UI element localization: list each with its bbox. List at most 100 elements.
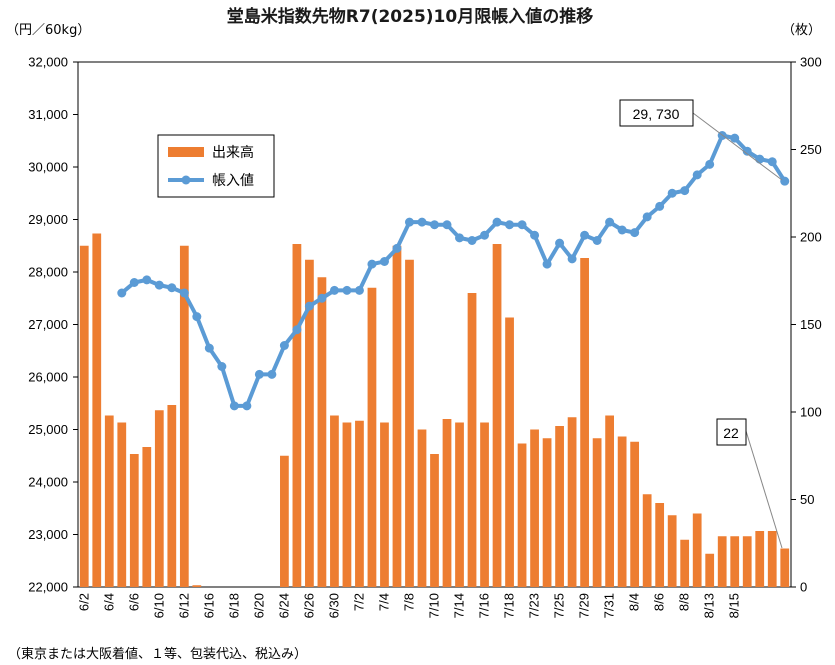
callout-last-volume-box xyxy=(716,418,747,446)
left-tick-label: 23,000 xyxy=(28,527,68,542)
legend-line-marker xyxy=(181,175,191,185)
x-tick-label: 7/4 xyxy=(376,593,391,611)
price-point xyxy=(430,220,439,230)
callout-last-volume: 22 xyxy=(716,418,783,549)
x-tick-label: 7/29 xyxy=(577,593,592,618)
price-point xyxy=(379,257,389,266)
volume-bar xyxy=(780,548,790,587)
price-point xyxy=(580,230,590,240)
price-point xyxy=(742,146,752,156)
volume-bar xyxy=(705,553,715,587)
x-tick-label: 6/24 xyxy=(276,593,291,618)
volume-bar xyxy=(555,426,564,587)
price-point xyxy=(730,133,740,143)
volume-bar xyxy=(167,405,177,587)
right-tick-label: 150 xyxy=(800,317,822,332)
x-tick-label: 6/12 xyxy=(176,593,191,618)
right-tick-label: 100 xyxy=(800,405,822,420)
left-tick-label: 28,000 xyxy=(28,265,68,280)
price-point xyxy=(279,341,289,350)
x-tick-label: 7/16 xyxy=(477,593,492,618)
volume-bar xyxy=(542,438,552,587)
right-tick-label: 250 xyxy=(800,142,822,157)
callout-last-price-box xyxy=(619,99,694,127)
volume-bar xyxy=(380,422,389,587)
right-axis-unit: （枚） xyxy=(782,23,821,38)
price-point xyxy=(204,343,214,353)
left-tick-label: 27,000 xyxy=(28,317,68,332)
price-point xyxy=(267,369,277,379)
footnote: （東京または大阪着値、１等、包装代込、税込み） xyxy=(8,646,307,662)
volume-bar xyxy=(117,422,127,587)
volume-bar xyxy=(79,245,89,587)
volume-bar xyxy=(355,420,364,587)
volume-bar xyxy=(317,277,327,587)
price-point xyxy=(505,220,515,230)
volume-bar xyxy=(179,245,189,587)
x-tick-label: 8/6 xyxy=(652,593,667,611)
x-tick-label: 7/14 xyxy=(452,593,467,618)
volume-bar xyxy=(405,259,414,587)
volume-bar xyxy=(467,293,477,587)
left-axis-unit: （円／60kg） xyxy=(6,23,90,38)
price-point xyxy=(392,243,402,253)
volume-bars xyxy=(79,233,790,587)
volume-bar xyxy=(342,422,352,587)
x-axis: 6/2 6/4 6/6 6/10 6/12 6/16 6/18 6/20 6/24 6/26 6/3… xyxy=(76,593,741,618)
x-tick-label: 6/2 xyxy=(76,593,91,611)
volume-bar xyxy=(417,429,427,587)
left-tick-label: 25,000 xyxy=(28,422,68,437)
volume-bar xyxy=(430,454,439,587)
volume-bar xyxy=(505,317,514,587)
x-tick-label: 8/8 xyxy=(677,593,692,611)
volume-bar xyxy=(755,531,765,587)
price-point xyxy=(142,275,152,285)
price-point xyxy=(242,401,252,411)
volume-bar xyxy=(367,287,377,587)
volume-bar xyxy=(517,443,527,587)
price-point xyxy=(292,325,302,335)
chart-title: 堂島米指数先物R7(2025)10月限帳入値の推移 xyxy=(227,6,593,27)
x-tick-label: 6/6 xyxy=(126,593,141,611)
volume-bar xyxy=(480,422,489,587)
price-point xyxy=(254,369,264,379)
volume-bar xyxy=(567,417,577,587)
x-tick-label: 6/10 xyxy=(151,593,166,618)
volume-bar xyxy=(455,422,464,587)
volume-bar xyxy=(92,233,102,587)
x-tick-label: 8/15 xyxy=(727,593,742,618)
volume-bar xyxy=(605,415,615,587)
price-point xyxy=(492,217,502,227)
right-tick-label: 300 xyxy=(800,55,822,70)
left-axis: 22,000 23,000 24,000 25,000 26,000 27,000 28,0… xyxy=(28,55,78,595)
volume-bar xyxy=(617,436,627,587)
left-tick-label: 26,000 xyxy=(28,370,68,385)
price-point xyxy=(117,288,127,298)
price-point xyxy=(542,259,552,269)
price-point xyxy=(555,238,565,248)
left-tick-label: 29,000 xyxy=(28,212,68,227)
callout-last-price: 29, 730 xyxy=(619,99,783,181)
x-tick-label: 6/18 xyxy=(226,593,241,618)
right-tick-label: 0 xyxy=(800,580,807,595)
callout-last-volume-text: 22 xyxy=(723,425,739,441)
price-point xyxy=(705,159,715,169)
left-tick-label: 31,000 xyxy=(28,107,68,122)
legend-label-volume: 出来高 xyxy=(212,144,254,160)
price-point xyxy=(417,217,427,227)
price-point xyxy=(517,220,527,230)
price-point xyxy=(192,312,202,322)
legend-box xyxy=(157,134,275,198)
x-tick-label: 7/23 xyxy=(527,593,542,618)
left-tick-label: 32,000 xyxy=(28,55,68,70)
volume-bar xyxy=(742,536,752,587)
price-point xyxy=(317,293,327,303)
x-tick-label: 8/4 xyxy=(627,593,642,611)
volume-bar xyxy=(692,513,702,587)
price-point xyxy=(755,154,765,164)
price-point xyxy=(667,188,677,198)
volume-bar xyxy=(442,419,452,587)
volume-bar xyxy=(305,259,314,587)
volume-bar xyxy=(530,429,539,587)
